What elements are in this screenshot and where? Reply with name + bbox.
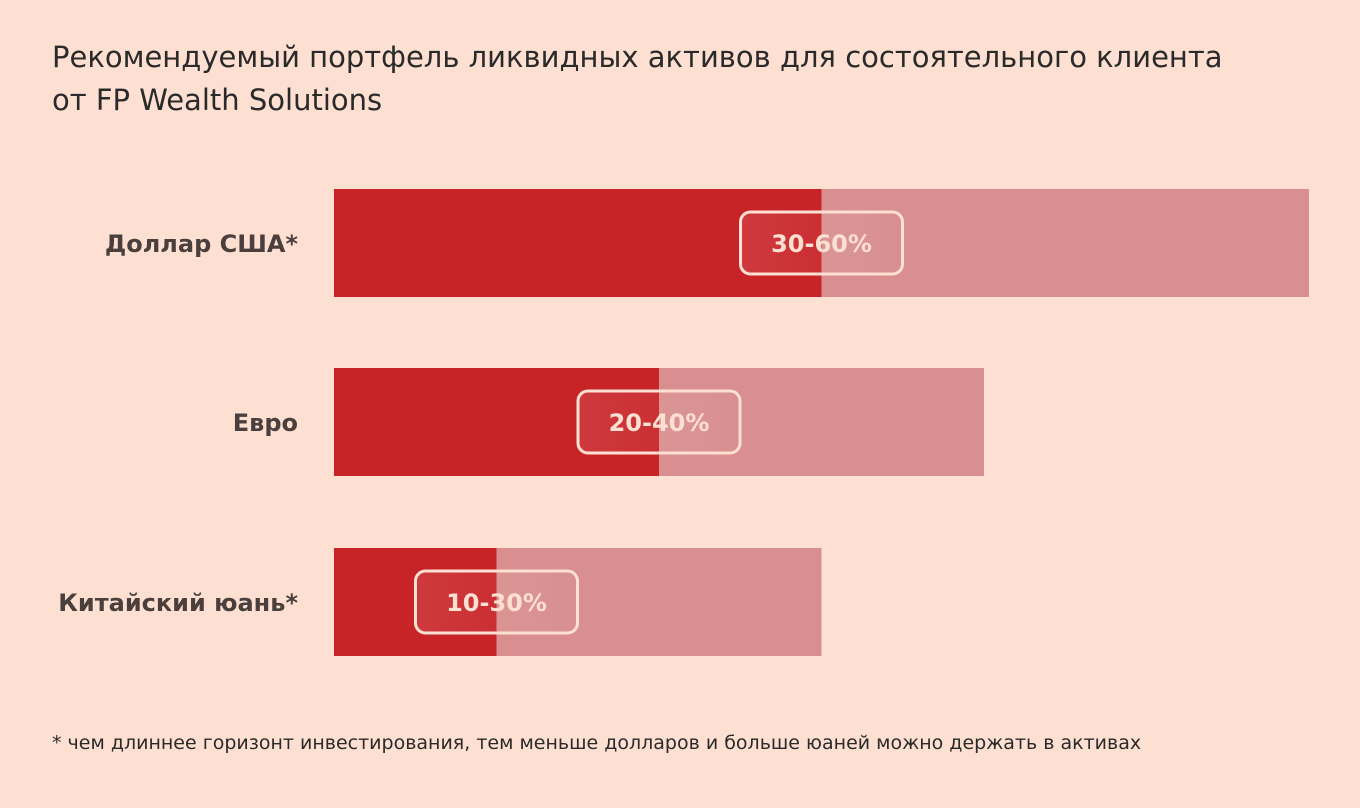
bars-group: Доллар США* 30-60% Евро 20-40% Китайский юан…	[58, 189, 1309, 656]
chart-title-line-2: от FP Wealth Solutions	[52, 83, 383, 117]
chart-title-line-1: Рекомендуемый портфель ликвидных активов…	[52, 40, 1223, 74]
value-label-2: 20-40%	[609, 409, 710, 437]
category-label-2: Евро	[233, 409, 298, 437]
value-badge-3	[414, 569, 579, 635]
category-label-3: Китайский юань*	[58, 589, 298, 617]
value-label-3: 10-30%	[446, 589, 547, 617]
value-label-1: 30-60%	[771, 230, 872, 258]
footnote: * чем длиннее горизонт инвестирования, т…	[52, 732, 1142, 754]
chart-title: Рекомендуемый портфель ликвидных активов…	[52, 36, 1322, 122]
category-label-1: Доллар США*	[105, 230, 299, 258]
value-badge-2	[576, 389, 742, 455]
value-badge-1	[739, 210, 904, 276]
